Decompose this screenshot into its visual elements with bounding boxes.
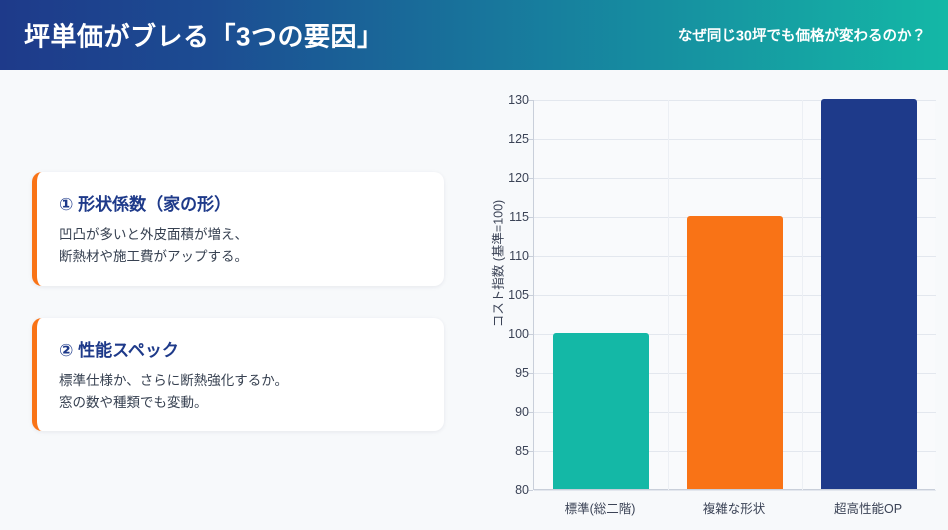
chart-y-tick-label: 125 — [508, 132, 529, 146]
chart-y-tick-mark — [528, 256, 533, 257]
factor-card-1-body: 凹凸が多いと外皮面積が増え、 断熱材や施工費がアップする。 — [59, 227, 248, 264]
chart-y-tick-label: 95 — [515, 366, 529, 380]
chart-y-tick-mark — [528, 178, 533, 179]
chart-gridline — [534, 490, 936, 491]
chart-y-tick-label: 85 — [515, 444, 529, 458]
header-banner: 坪単価がブレる「3つの要因」 なぜ同じ30坪でも価格が変わるのか？ — [0, 0, 948, 70]
chart-bar — [820, 99, 918, 489]
chart-category-separator — [668, 100, 669, 490]
chart-y-tick-mark — [528, 217, 533, 218]
chart-y-tick-label: 115 — [509, 210, 529, 224]
chart-bar — [552, 333, 650, 489]
factor-card-2: ② 性能スペック 標準仕様か、さらに断熱強化するか。 窓の数や種類でも変動。 — [32, 317, 444, 432]
chart-bar — [686, 216, 784, 489]
factor-card-1: ① 形状係数（家の形） 凹凸が多いと外皮面積が増え、 断熱材や施工費がアップする… — [32, 172, 444, 286]
chart-y-tick-mark — [528, 373, 533, 374]
chart-plot-wrapper: 80 85 90 95 100 105 110 115 120 125 130 標準(総二階) 複雑な形… — [508, 93, 936, 516]
header-subtitle: なぜ同じ30坪でも価格が変わるのか？ — [677, 28, 926, 45]
chart-y-tick-mark — [528, 334, 533, 335]
chart-plot-area — [533, 99, 936, 491]
chart-y-tick-label: 105 — [508, 288, 529, 302]
factor-card-list: ① 形状係数（家の形） 凹凸が多いと外皮面積が増え、 断熱材や施工費がアップする… — [32, 172, 444, 432]
chart-y-tick-label: 120 — [508, 171, 529, 185]
chart-y-tick-mark — [528, 295, 533, 296]
chart-y-tick-label: 90 — [515, 405, 529, 419]
chart-y-tick-mark — [528, 490, 533, 491]
chart-y-tick-label: 110 — [509, 249, 529, 263]
chart-y-tick-mark — [528, 100, 533, 101]
chart-y-tick-mark — [528, 451, 533, 452]
cost-index-bar-chart: コスト指数 (基準=100) 80 85 90 95 100 105 110 115 120 12… — [478, 86, 940, 516]
chart-y-tick-label: 80 — [515, 483, 529, 497]
chart-y-tick-mark — [528, 412, 533, 413]
chart-y-tick-label: 100 — [508, 327, 529, 341]
chart-category-separator — [802, 100, 803, 490]
chart-x-category-label: 標準(総二階) — [564, 502, 636, 516]
chart-gridline — [534, 100, 936, 101]
chart-x-category-label: 複雑な形状 — [702, 502, 766, 516]
factor-card-2-title: ② 性能スペック — [59, 340, 179, 360]
chart-y-tick-label: 130 — [508, 93, 529, 107]
chart-gridline — [534, 139, 936, 140]
chart-gridline — [534, 178, 936, 179]
chart-x-category-label: 超高性能OP — [833, 502, 903, 516]
page-title: 坪単価がブレる「3つの要因」 — [24, 21, 384, 52]
factor-card-2-body: 標準仕様か、さらに断熱強化するか。 窓の数や種類でも変動。 — [59, 372, 288, 410]
factor-card-1-title: ① 形状係数（家の形） — [59, 195, 232, 214]
chart-y-tick-mark — [528, 139, 533, 140]
